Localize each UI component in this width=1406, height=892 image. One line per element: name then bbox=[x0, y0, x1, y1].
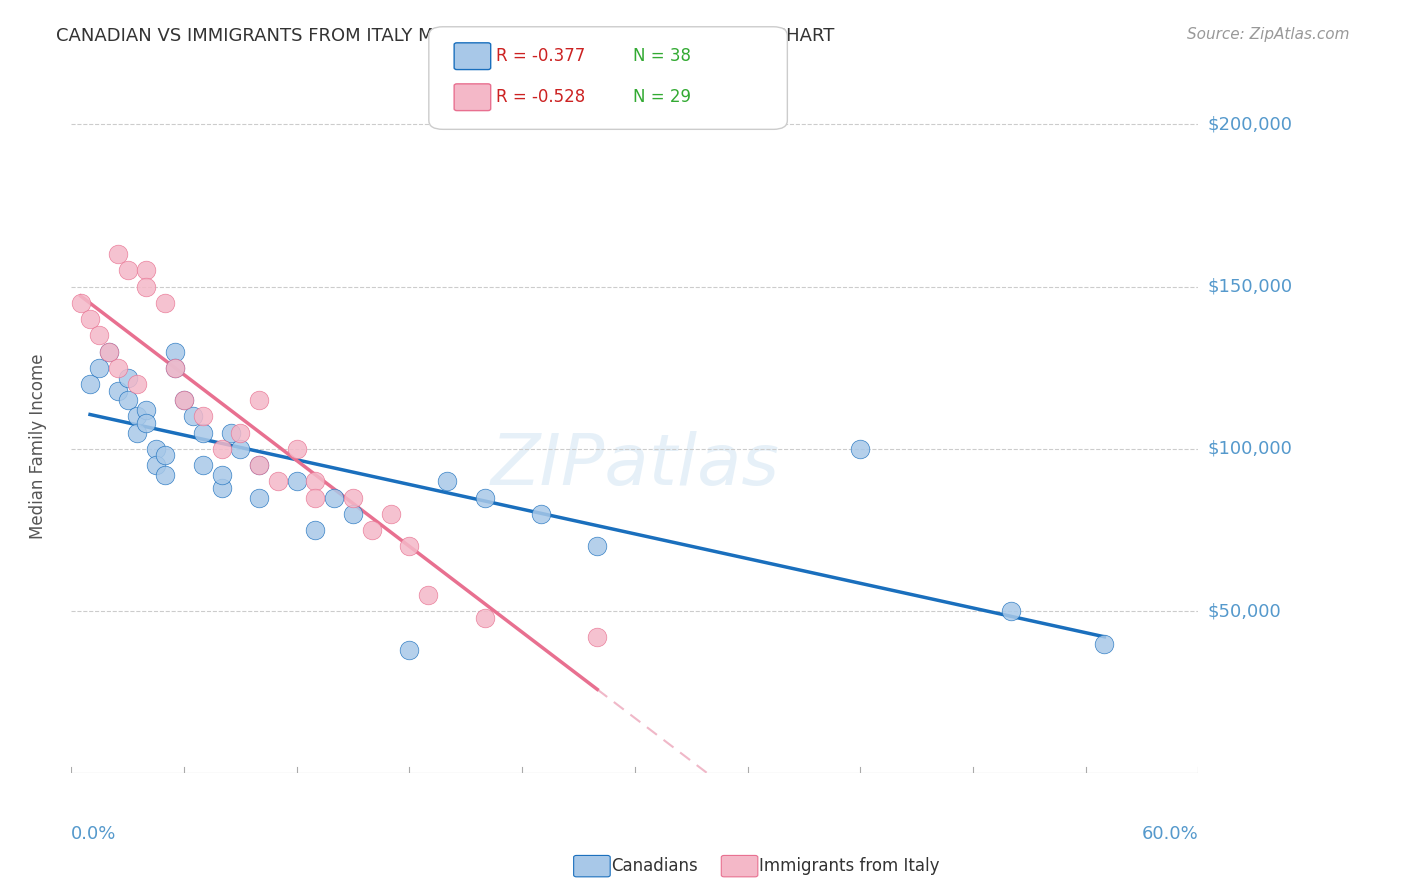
Point bbox=[117, 393, 139, 408]
Text: N = 38: N = 38 bbox=[633, 47, 690, 65]
Point bbox=[474, 491, 496, 505]
Point bbox=[125, 377, 148, 392]
Point bbox=[191, 409, 214, 424]
Point bbox=[117, 263, 139, 277]
Point bbox=[163, 344, 186, 359]
Text: $100,000: $100,000 bbox=[1208, 440, 1292, 458]
Point bbox=[135, 416, 157, 430]
Point bbox=[173, 393, 195, 408]
Point bbox=[304, 491, 326, 505]
Point bbox=[247, 458, 270, 472]
Text: 60.0%: 60.0% bbox=[1142, 825, 1198, 843]
Point bbox=[163, 360, 186, 375]
Text: $50,000: $50,000 bbox=[1208, 602, 1281, 620]
Point bbox=[229, 425, 252, 440]
Point bbox=[1094, 637, 1116, 651]
Point bbox=[173, 393, 195, 408]
Point bbox=[418, 588, 440, 602]
Point bbox=[229, 442, 252, 456]
Point bbox=[153, 296, 176, 310]
Point bbox=[586, 630, 609, 644]
Point bbox=[191, 425, 214, 440]
Point bbox=[135, 263, 157, 277]
Point bbox=[211, 481, 233, 495]
Point bbox=[285, 442, 308, 456]
Text: ZIPatlas: ZIPatlas bbox=[491, 431, 779, 500]
Point bbox=[398, 643, 420, 657]
Text: R = -0.528: R = -0.528 bbox=[496, 88, 585, 106]
Point bbox=[191, 458, 214, 472]
Point bbox=[211, 467, 233, 482]
Text: $200,000: $200,000 bbox=[1208, 115, 1292, 134]
Point bbox=[135, 279, 157, 293]
Point bbox=[1000, 604, 1022, 618]
Point bbox=[145, 458, 167, 472]
Point bbox=[183, 409, 205, 424]
Point bbox=[69, 296, 91, 310]
Point bbox=[145, 442, 167, 456]
Point bbox=[247, 491, 270, 505]
Point bbox=[398, 539, 420, 553]
Text: Immigrants from Italy: Immigrants from Italy bbox=[759, 857, 939, 875]
Point bbox=[163, 360, 186, 375]
Text: N = 29: N = 29 bbox=[633, 88, 690, 106]
Point bbox=[153, 467, 176, 482]
Text: Median Family Income: Median Family Income bbox=[30, 353, 46, 539]
Point bbox=[89, 328, 111, 343]
Point bbox=[97, 344, 120, 359]
Point bbox=[79, 377, 101, 392]
Point bbox=[342, 491, 364, 505]
Text: $150,000: $150,000 bbox=[1208, 277, 1294, 296]
Text: Source: ZipAtlas.com: Source: ZipAtlas.com bbox=[1187, 27, 1350, 42]
Point bbox=[436, 475, 458, 489]
Point bbox=[211, 442, 233, 456]
Point bbox=[125, 425, 148, 440]
Point bbox=[342, 507, 364, 521]
Text: Canadians: Canadians bbox=[612, 857, 699, 875]
Point bbox=[89, 360, 111, 375]
Point bbox=[107, 247, 129, 261]
Point bbox=[474, 610, 496, 624]
Point bbox=[849, 442, 872, 456]
Point bbox=[285, 475, 308, 489]
Point bbox=[247, 393, 270, 408]
Point bbox=[125, 409, 148, 424]
Text: R = -0.377: R = -0.377 bbox=[496, 47, 585, 65]
Point bbox=[107, 384, 129, 398]
Point bbox=[267, 475, 290, 489]
Point bbox=[586, 539, 609, 553]
Point bbox=[135, 403, 157, 417]
Point bbox=[117, 370, 139, 384]
Point bbox=[380, 507, 402, 521]
Text: CANADIAN VS IMMIGRANTS FROM ITALY MEDIAN FAMILY INCOME CORRELATION CHART: CANADIAN VS IMMIGRANTS FROM ITALY MEDIAN… bbox=[56, 27, 835, 45]
Point bbox=[97, 344, 120, 359]
Text: 0.0%: 0.0% bbox=[72, 825, 117, 843]
Point bbox=[107, 360, 129, 375]
Point bbox=[304, 475, 326, 489]
Point bbox=[530, 507, 553, 521]
Point bbox=[153, 449, 176, 463]
Point bbox=[304, 523, 326, 537]
Point bbox=[247, 458, 270, 472]
Point bbox=[79, 312, 101, 326]
Point bbox=[323, 491, 346, 505]
Point bbox=[360, 523, 382, 537]
Point bbox=[219, 425, 242, 440]
